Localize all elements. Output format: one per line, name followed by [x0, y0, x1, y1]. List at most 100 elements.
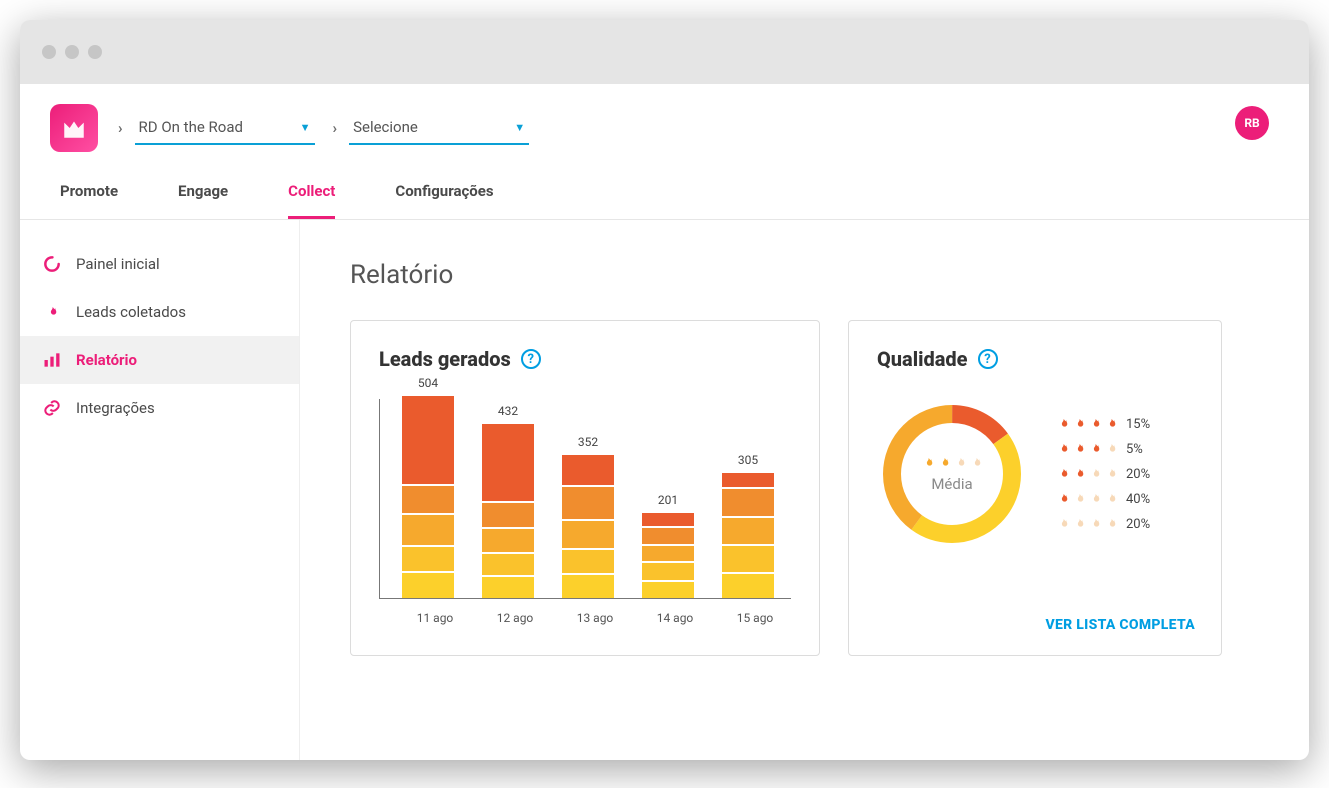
sidebar-item-relat-rio[interactable]: Relatório — [20, 336, 299, 384]
header: › RD On the Road ▼ › Selecione ▼ RB — [20, 84, 1309, 152]
bar-segment — [722, 546, 774, 572]
bar-stack — [642, 513, 694, 598]
flame-icon — [1057, 442, 1070, 457]
flame-icon — [1073, 442, 1086, 457]
legend-flames — [1057, 517, 1118, 532]
bar-value-label: 504 — [418, 376, 438, 390]
sidebar-item-label: Integrações — [76, 399, 155, 417]
legend-flames — [1057, 492, 1118, 507]
legend-row: 20% — [1057, 517, 1150, 532]
flame-icon — [1057, 467, 1070, 482]
quality-body: Média 15% 5% 20% 40% 20% — [877, 399, 1193, 549]
flame-icon — [1057, 492, 1070, 507]
sidebar-item-label: Leads coletados — [76, 303, 186, 321]
flame-icon — [938, 456, 951, 471]
card-qualidade: Qualidade ? Média 15% 5% 20% 40% 20% — [848, 320, 1222, 656]
legend-value: 20% — [1126, 517, 1150, 532]
legend-row: 5% — [1057, 442, 1150, 457]
window-dot — [88, 45, 102, 59]
sidebar-item-label: Painel inicial — [76, 255, 160, 273]
bar-segment — [482, 529, 534, 552]
quality-donut: Média — [877, 399, 1027, 549]
user-avatar[interactable]: RB — [1235, 106, 1269, 140]
flame-icon — [922, 456, 935, 471]
ver-lista-completa-link[interactable]: VER LISTA COMPLETA — [1045, 617, 1195, 633]
flame-icon — [1105, 492, 1118, 507]
breadcrumb-chevron-icon: › — [333, 119, 338, 137]
bar-segment — [562, 575, 614, 598]
legend-row: 40% — [1057, 492, 1150, 507]
donut-center-flames — [922, 456, 983, 471]
leads-chart-xaxis: 11 ago12 ago13 ago14 ago15 ago — [379, 611, 791, 625]
donut-center: Média — [877, 399, 1027, 549]
flame-icon — [970, 456, 983, 471]
flame-icon — [1073, 517, 1086, 532]
sidebar-item-painel-inicial[interactable]: Painel inicial — [20, 240, 299, 288]
window-dot — [65, 45, 79, 59]
bar-segment — [482, 577, 534, 598]
breadcrumb-select-secondary[interactable]: Selecione ▼ — [349, 111, 529, 145]
caret-down-icon: ▼ — [300, 121, 311, 134]
bar-segment — [642, 513, 694, 526]
flame-icon — [1089, 492, 1102, 507]
breadcrumb-select-event[interactable]: RD On the Road ▼ — [135, 111, 315, 145]
flame-icon — [1089, 517, 1102, 532]
legend-value: 20% — [1126, 467, 1150, 482]
legend-row: 15% — [1057, 417, 1150, 432]
legend-value: 40% — [1126, 492, 1150, 507]
bar-segment — [722, 574, 774, 598]
sidebar-item-integra-es[interactable]: Integrações — [20, 384, 299, 432]
card-title: Qualidade ? — [877, 347, 1193, 371]
tab-promote[interactable]: Promote — [60, 182, 118, 219]
caret-down-icon: ▼ — [514, 121, 525, 134]
bar-segment — [562, 550, 614, 573]
user-avatar-initials: RB — [1244, 116, 1259, 130]
tab-configura-es[interactable]: Configurações — [395, 182, 493, 219]
window-titlebar — [20, 20, 1309, 84]
bar-x-label: 13 ago — [569, 611, 621, 625]
flame-icon — [1057, 517, 1070, 532]
legend-row: 20% — [1057, 467, 1150, 482]
page-title: Relatório — [350, 260, 1259, 290]
card-leads-gerados: Leads gerados ? 504432352201305 11 ago12… — [350, 320, 820, 656]
bar-segment — [562, 455, 614, 485]
quality-legend: 15% 5% 20% 40% 20% — [1057, 417, 1150, 532]
app-logo[interactable] — [50, 104, 98, 152]
bar-value-label: 352 — [578, 435, 598, 449]
donut-center-label: Média — [931, 475, 972, 493]
flame-icon — [1073, 492, 1086, 507]
bar-segment — [402, 515, 454, 545]
flame-icon — [42, 302, 62, 322]
bar-column: 432 — [482, 404, 534, 598]
bar-stack — [722, 473, 774, 598]
bar-x-label: 15 ago — [729, 611, 781, 625]
bar-stack — [482, 424, 534, 598]
bar-segment — [642, 528, 694, 544]
tab-collect[interactable]: Collect — [288, 182, 335, 219]
bar-segment — [722, 489, 774, 516]
bar-segment — [482, 503, 534, 528]
bar-stack — [562, 455, 614, 598]
flame-icon — [1057, 417, 1070, 432]
flame-icon — [1105, 467, 1118, 482]
bar-value-label: 201 — [658, 493, 678, 507]
flame-icon — [1073, 417, 1086, 432]
flame-icon — [1089, 467, 1102, 482]
bar-segment — [402, 573, 454, 598]
bar-x-label: 11 ago — [409, 611, 461, 625]
bar-segment — [642, 546, 694, 561]
sidebar: Painel inicial Leads coletados Relatório In… — [20, 220, 300, 760]
flame-icon — [1073, 467, 1086, 482]
bar-segment — [562, 487, 614, 519]
legend-value: 5% — [1126, 442, 1143, 457]
help-icon[interactable]: ? — [978, 349, 998, 369]
bar-segment — [722, 518, 774, 543]
sidebar-item-leads-coletados[interactable]: Leads coletados — [20, 288, 299, 336]
flame-icon — [1105, 417, 1118, 432]
card-title-text: Leads gerados — [379, 347, 511, 371]
tab-engage[interactable]: Engage — [178, 182, 228, 219]
flame-icon — [1105, 517, 1118, 532]
help-icon[interactable]: ? — [521, 349, 541, 369]
bars-icon — [42, 350, 62, 370]
app-window: › RD On the Road ▼ › Selecione ▼ RB Prom… — [20, 20, 1309, 760]
